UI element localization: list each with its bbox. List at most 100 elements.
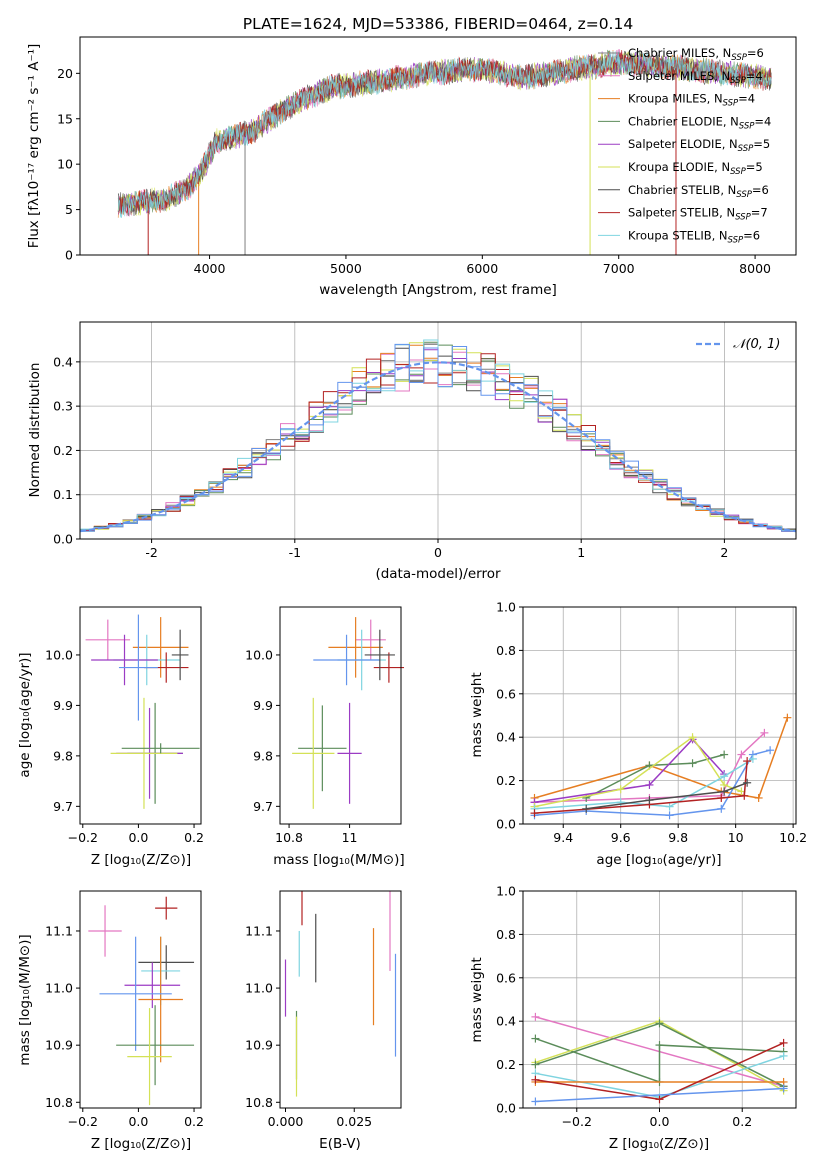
spectrum-xtick-label: 8000 <box>739 261 771 276</box>
mass-weight-age-lines <box>530 713 792 820</box>
mass-vs-ebv-ytick-label: 10.9 <box>245 1038 273 1053</box>
mass-vs-ebv-ytick-label: 11.0 <box>245 981 273 996</box>
histogram-xtick-label: 0 <box>434 545 442 560</box>
age-vs-z-ytick-label: 9.7 <box>53 799 73 814</box>
mass-weight-age-ytick-label: 1.0 <box>496 600 516 615</box>
mass-weight-age-ytick-label: 0.0 <box>496 817 516 832</box>
spectrum-traces <box>117 49 772 255</box>
mass-weight-age-series-blue <box>534 749 771 817</box>
legend-label-salpeter_elodie: Salpeter ELODIE, NSSP=5 <box>628 137 770 154</box>
age-vs-mass-xtick-label: 11 <box>342 830 358 845</box>
mass-vs-z-panel: −0.2 0.0 0.2 10.8 10.9 11.0 11.1 <box>45 896 204 1129</box>
age-vs-z-panel: −0.2 0.0 0.2 9.7 9.8 9.9 10.0 <box>45 614 204 845</box>
mass-weight-z-lines <box>531 1012 788 1106</box>
age-vs-mass-xlabel: mass [log₁₀(M/M⊙)] <box>273 852 404 868</box>
mass-vs-ebv-xtick-label: 0.025 <box>336 1114 372 1129</box>
age-vs-mass-ytick-label: 10.0 <box>245 647 273 662</box>
mass-weight-age-xtick-label: 9.6 <box>611 830 631 845</box>
mass-weight-age-ytick-label: 0.2 <box>496 773 516 788</box>
age-vs-z-xtick-label: 0.2 <box>184 830 204 845</box>
age-vs-z-ylabel: age [log₁₀(age/yr)] <box>17 652 33 777</box>
mass-weight-z-xtick-label: 0.0 <box>650 1114 670 1129</box>
histogram-ticks: -2 -1 0 1 2 0.0 0.1 0.2 0.3 0.4 <box>53 354 728 560</box>
mass-weight-z-ytick-label: 1.0 <box>496 884 516 899</box>
histogram-xlabel: (data-model)/error <box>375 566 501 582</box>
histogram-ytick-label: 0.3 <box>53 399 73 414</box>
mass-vs-ebv-ytick-label: 11.1 <box>245 923 273 938</box>
spectrum-frame <box>79 36 797 256</box>
legend-label-kroupa_stelib: Kroupa STELIB, NSSP=6 <box>628 228 760 245</box>
spectrum-line-kroupa_stelib <box>117 51 772 218</box>
mass-weight-z-ytick-label: 0.6 <box>496 970 516 985</box>
age-vs-z-xtick-label: −0.2 <box>68 830 98 845</box>
mass-weight-z-ticks: −0.2 0.0 0.2 0.0 0.2 0.4 0.6 0.8 1.0 <box>496 884 752 1130</box>
spectrum-xtick-label: 4000 <box>194 261 226 276</box>
mass-weight-age-ticks: 9.4 9.6 9.8 10 10.2 0.0 0.2 0.4 0.6 0.8 1.0 <box>496 600 807 846</box>
legend-label-chabrier_stelib: Chabrier STELIB, NSSP=6 <box>628 183 769 200</box>
mass-weight-age-ytick-label: 0.4 <box>496 730 516 745</box>
mass-vs-z-frame <box>79 890 202 1109</box>
mass-weight-z-ytick-label: 0.0 <box>496 1101 516 1116</box>
mass-weight-age-frame <box>522 606 797 825</box>
mass-vs-z-xtick-label: 0.0 <box>128 1114 148 1129</box>
mass-vs-z-ytick-label: 10.8 <box>45 1095 73 1110</box>
mass-vs-ebv-ytick-label: 10.8 <box>245 1095 273 1110</box>
age-vs-z-ytick-label: 9.9 <box>53 698 73 713</box>
mass-weight-z-ylabel: mass weight <box>469 957 485 1042</box>
age-vs-mass-frame <box>279 606 402 825</box>
mass-vs-ebv-xtick-label: 0.000 <box>268 1114 304 1129</box>
mass-weight-z-ytick-label: 0.2 <box>496 1057 516 1072</box>
mass-weight-z-series-chabrier_elodie <box>535 1037 784 1084</box>
gauss-curve <box>80 361 796 533</box>
histogram-xtick-label: -1 <box>289 545 301 560</box>
mass-weight-age-xtick-label: 9.4 <box>553 830 573 845</box>
histogram-ylabel: Normed distribution <box>27 363 43 498</box>
histogram-ytick-label: 0.4 <box>53 354 73 369</box>
mass-weight-age-xtick-label: 9.8 <box>668 830 688 845</box>
mass-vs-z-ytick-label: 10.9 <box>45 1038 73 1053</box>
mass-vs-z-xlabel: Z [log₁₀(Z/Z⊙)] <box>91 1136 191 1152</box>
mass-weight-z-series-blue <box>535 1087 784 1103</box>
legend-label-chabrier_miles: Chabrier MILES, NSSP=6 <box>628 46 764 63</box>
histogram-legend: 𝒩(0, 1) <box>696 337 780 352</box>
mass-weight-age-ytick-label: 0.8 <box>496 643 516 658</box>
mass-weight-z-xtick-label: 0.2 <box>732 1114 752 1129</box>
legend-label-chabrier_elodie: Chabrier ELODIE, NSSP=4 <box>628 114 771 131</box>
age-vs-z-frame <box>79 606 202 825</box>
mass-vs-ebv-xlabel: E(B-V) <box>319 1136 361 1152</box>
spectrum-title: PLATE=1624, MJD=53386, FIBERID=0464, z=0… <box>243 15 633 33</box>
spectrum-ylabel: Flux [fλ10⁻¹⁷ erg cm⁻² s⁻¹ A⁻¹] <box>26 44 42 249</box>
mass-weight-age-xtick-label: 10.2 <box>779 830 807 845</box>
spectrum-ytick-label: 15 <box>57 111 73 126</box>
mass-weight-age-series-chabrier_elodie <box>585 753 725 799</box>
legend-label-salpeter_miles: Salpeter MILES, NSSP=4 <box>628 69 763 86</box>
age-vs-mass-ytick-label: 9.7 <box>253 799 273 814</box>
age-vs-mass-ytick-label: 9.9 <box>253 698 273 713</box>
mass-weight-z-ytick-label: 0.8 <box>496 927 516 942</box>
spectrum-ytick-label: 0 <box>65 248 73 263</box>
spectrum-xtick-label: 5000 <box>330 261 362 276</box>
age-vs-z-ytick-label: 9.8 <box>53 748 73 763</box>
mass-weight-z-ytick-label: 0.4 <box>496 1014 516 1029</box>
spectrum-xtick-label: 6000 <box>466 261 498 276</box>
histogram-xtick-label: 1 <box>577 545 585 560</box>
histogram-steps <box>80 339 796 533</box>
mass-weight-age-series-salpeter_elodie <box>534 738 725 804</box>
age-vs-z-xtick-label: 0.0 <box>128 830 148 845</box>
spectrum-ytick-label: 5 <box>65 202 73 217</box>
legend-label-salpeter_stelib: Salpeter STELIB, NSSP=7 <box>628 206 768 223</box>
age-vs-mass-ytick-label: 9.8 <box>253 748 273 763</box>
histogram-ytick-label: 0.0 <box>53 532 73 547</box>
mass-weight-age-xtick-label: 10 <box>728 830 744 845</box>
age-vs-z-xlabel: Z [log₁₀(Z/Z⊙)] <box>91 852 191 868</box>
histogram-xtick-label: -2 <box>145 545 157 560</box>
mass-vs-ebv-frame <box>279 890 402 1109</box>
mass-vs-ebv-panel: 0.000 0.025 10.8 10.9 11.0 11.1 <box>245 891 397 1129</box>
legend-label-kroupa_elodie: Kroupa ELODIE, NSSP=5 <box>628 160 763 177</box>
mass-weight-z-xtick-label: −0.2 <box>562 1114 592 1129</box>
mass-weight-age-xlabel: age [log₁₀(age/yr)] <box>596 852 721 868</box>
histogram-xtick-label: 2 <box>720 545 728 560</box>
mass-weight-z-xlabel: Z [log₁₀(Z/Z⊙)] <box>609 1136 709 1152</box>
